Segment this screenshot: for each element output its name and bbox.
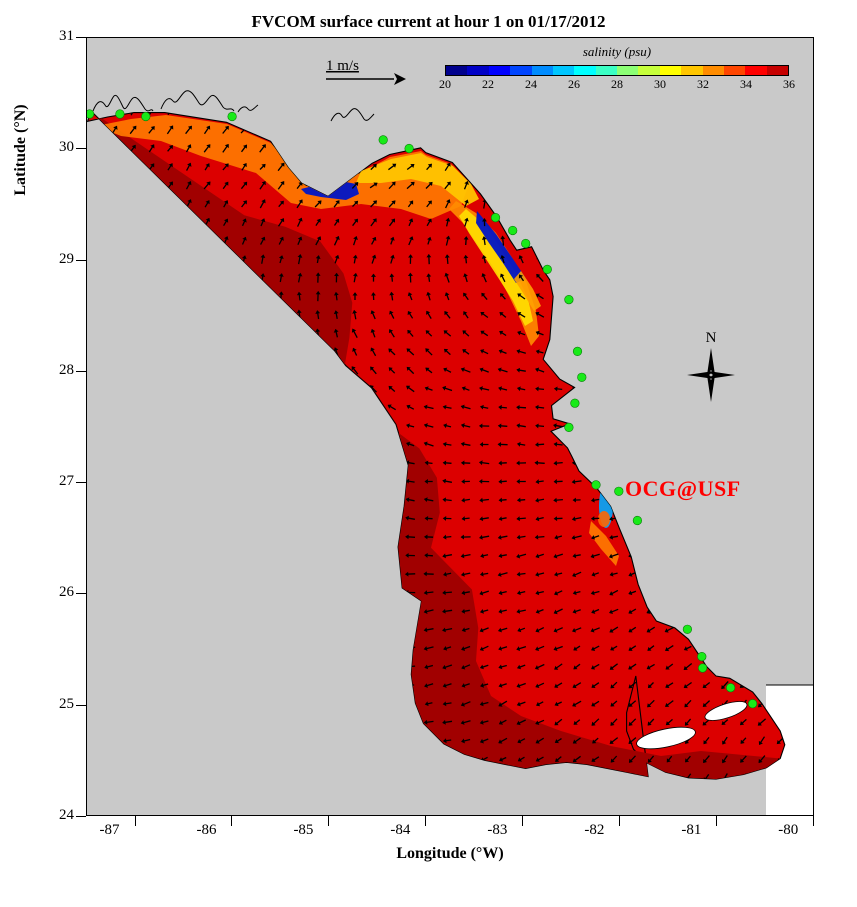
svg-text:N: N [706, 330, 717, 346]
svg-text:1 m/s: 1 m/s [326, 58, 359, 74]
